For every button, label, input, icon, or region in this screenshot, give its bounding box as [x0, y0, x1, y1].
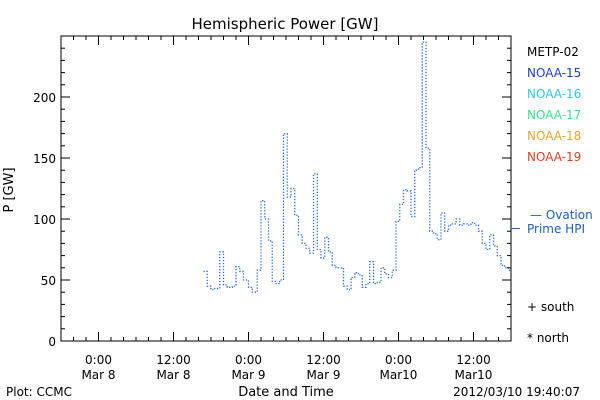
x-tick-time-label: 12:00 [456, 353, 491, 367]
y-tick-label: 200 [33, 91, 56, 105]
x-tick-date-label: Mar10 [455, 368, 493, 382]
legend-entry: NOAA-19 [527, 150, 581, 164]
series-layer [203, 41, 511, 293]
y-tick-label: 50 [41, 274, 56, 288]
y-axis-label: P [GW] [2, 167, 17, 212]
x-tick-date-label: Mar 8 [81, 368, 115, 382]
y-axis-ticks: 0 50 100 150 200 [33, 35, 511, 349]
chart-title: Hemispheric Power [GW] [192, 15, 379, 33]
legend-entry: NOAA-16 [527, 87, 581, 101]
plot-frame [60, 35, 512, 342]
legend-ovation-line2: Prime HPI [527, 222, 585, 236]
x-tick-date-label: Mar 8 [156, 368, 190, 382]
x-tick-date-label: Mar10 [380, 368, 418, 382]
plot-timestamp: 2012/03/10 19:40:07 [453, 385, 580, 399]
legend-entry: NOAA-17 [527, 108, 581, 122]
x-tick-time-label: 0:00 [85, 353, 112, 367]
x-tick-time-label: 12:00 [306, 353, 341, 367]
series-line-0 [203, 41, 511, 293]
x-tick-date-label: Mar 9 [231, 368, 265, 382]
legend-entry: METP-02 [527, 45, 579, 59]
plot-credit: Plot: CCMC [6, 385, 72, 399]
x-tick-time-label: 12:00 [156, 353, 191, 367]
legend: METP-02 NOAA-15 NOAA-16 NOAA-17 NOAA-18 NOAA-… [511, 45, 593, 345]
x-tick-date-label: Mar 9 [306, 368, 340, 382]
legend-ovation-line1: — Ovation [530, 208, 593, 222]
legend-entry: NOAA-18 [527, 129, 581, 143]
x-tick-time-label: 0:00 [235, 353, 262, 367]
legend-marker-south: + south [527, 300, 574, 314]
y-tick-label: 150 [33, 152, 56, 166]
legend-entry: NOAA-15 [527, 66, 581, 80]
x-axis-label: Date and Time [238, 385, 334, 400]
y-tick-label: 0 [48, 335, 56, 349]
legend-marker-north: * north [527, 331, 569, 345]
y-tick-label: 100 [33, 213, 56, 227]
x-tick-time-label: 0:00 [385, 353, 412, 367]
